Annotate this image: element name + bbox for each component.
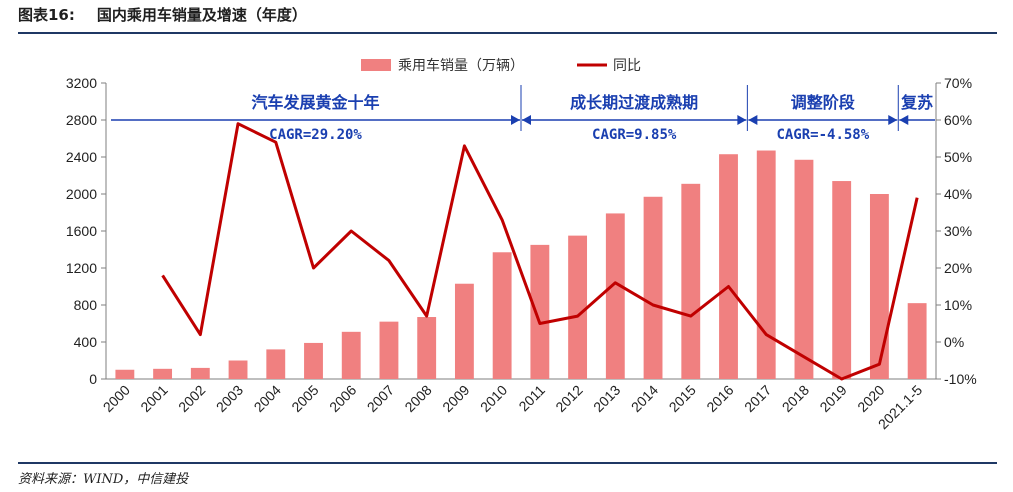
x-tick-label: 2013 [590, 382, 623, 415]
right-tick-label: -10% [944, 371, 977, 387]
sales-bar [190, 367, 210, 379]
phase-cagr: CAGR=29.20% [269, 127, 362, 143]
left-tick-label: 2000 [66, 186, 97, 202]
x-tick-label: 2002 [175, 382, 208, 415]
x-tick-label: 2014 [628, 382, 661, 415]
x-tick-label: 2001 [137, 382, 170, 415]
x-tick-label: 2009 [439, 382, 472, 415]
sales-bar [869, 194, 889, 379]
x-tick-label: 2006 [326, 382, 359, 415]
sales-bar [643, 196, 663, 379]
phase-title: 调整阶段 [791, 93, 856, 112]
sales-bar [115, 369, 135, 379]
x-tick-label: 2011 [515, 382, 548, 415]
right-tick-label: 50% [944, 149, 972, 165]
sales-bar [341, 331, 361, 379]
x-tick-label: 2010 [477, 382, 510, 415]
x-tick-label: 2020 [854, 382, 887, 415]
sales-bar [832, 181, 852, 379]
x-tick-label: 2007 [364, 382, 397, 415]
phase-arrowhead [748, 115, 758, 125]
sales-bar [530, 244, 550, 379]
sales-bar [794, 159, 814, 379]
phase-title: 成长期过渡成熟期 [570, 93, 698, 112]
legend-bar-label: 乘用车销量（万辆） [398, 57, 524, 74]
left-tick-label: 2800 [66, 112, 97, 128]
sales-bar [907, 303, 927, 379]
x-tick-label: 2003 [213, 382, 246, 415]
phase-cagr: CAGR=-4.58% [776, 127, 869, 143]
right-tick-label: 60% [944, 112, 972, 128]
bottom-rule [18, 462, 997, 464]
sales-bar [719, 154, 738, 379]
x-tick-label: 2015 [666, 382, 699, 415]
chart-legend: 乘用车销量（万辆） 同比 [361, 57, 641, 74]
left-tick-label: 1200 [66, 260, 97, 276]
figure-title: 图表16: 国内乘用车销量及增速（年度） [18, 4, 307, 25]
x-tick-label: 2005 [288, 382, 321, 415]
right-tick-label: 40% [944, 186, 972, 202]
sales-bar [417, 317, 437, 379]
x-tick-label: 2012 [552, 382, 585, 415]
sales-bar [153, 368, 173, 379]
sales-bar [681, 183, 701, 379]
x-tick-label: 2018 [779, 382, 812, 415]
left-tick-label: 0 [89, 371, 97, 387]
line-series [161, 122, 919, 381]
x-tick-label: 2004 [251, 382, 284, 415]
bar-series [115, 150, 927, 379]
sales-bar [454, 283, 474, 379]
right-tick-label: 0% [944, 334, 964, 350]
sales-bar [379, 321, 399, 379]
phase-arrowhead [522, 115, 531, 125]
x-tick-label: 2000 [100, 382, 133, 415]
left-tick-label: 2400 [66, 149, 97, 165]
phase-annotations: 汽车发展黄金十年 CAGR=29.20% 成长期过渡成熟期 CAGR=9.85% 调整阶… [111, 85, 935, 143]
figure-title-text: 国内乘用车销量及增速（年度） [96, 6, 307, 24]
legend-bar-swatch [361, 59, 391, 71]
chart-axes: 0 400 800 1200 1600 2000 2400 2800 3200 -10% 0% 10%… [66, 75, 977, 387]
sales-chart: 0 400 800 1200 1600 2000 2400 2800 3200 -10% 0% 10%… [66, 57, 977, 433]
sales-bar [605, 213, 625, 379]
right-tick-label: 20% [944, 260, 972, 276]
phase-title: 汽车发展黄金十年 [251, 93, 379, 112]
right-tick-label: 30% [944, 223, 972, 239]
x-tick-labels: 2000 2001 2002 2003 2004 2005 2006 2007 2008 2009… [100, 382, 926, 433]
sales-bar [492, 252, 512, 379]
x-tick-label: 2019 [816, 382, 849, 415]
x-tick-label: 2016 [703, 382, 736, 415]
phase-arrowhead [737, 115, 747, 125]
sales-bar [568, 235, 588, 379]
sales-bar [304, 342, 323, 379]
sales-bar [266, 349, 286, 379]
x-tick-label: 2008 [401, 382, 434, 415]
legend-line-label: 同比 [613, 58, 641, 74]
right-tick-label: 10% [944, 297, 972, 313]
left-tick-label: 800 [74, 297, 98, 313]
phase-cagr: CAGR=9.85% [592, 127, 677, 143]
phase-arrowhead [888, 115, 898, 125]
phase-arrowhead [899, 115, 909, 125]
x-tick-label: 2017 [741, 382, 774, 415]
right-tick-label: 70% [944, 75, 972, 91]
left-tick-label: 3200 [66, 75, 97, 91]
left-tick-label: 1600 [66, 223, 97, 239]
left-tick-label: 400 [74, 334, 98, 350]
source-note: 资料来源：WIND，中信建投 [18, 472, 189, 487]
phase-arrowhead [511, 115, 520, 125]
top-rule [18, 32, 997, 34]
phase-title: 复苏 [900, 93, 933, 112]
figure-number: 图表16: [18, 6, 75, 24]
sales-bar [228, 360, 248, 379]
sales-bar [756, 150, 776, 379]
